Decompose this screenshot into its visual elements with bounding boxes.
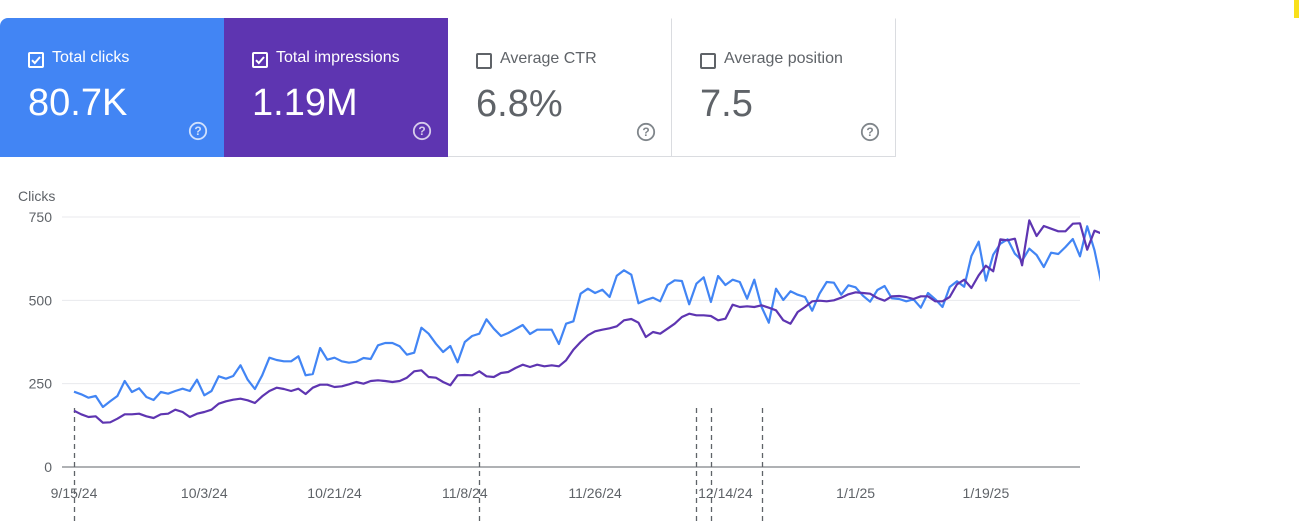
- card-label: Total impressions: [276, 49, 400, 66]
- card-label: Average CTR: [500, 50, 597, 67]
- total-clicks-card[interactable]: Total clicks 80.7K ?: [0, 18, 224, 157]
- series-line-total-impressions: [73, 219, 1100, 424]
- svg-text:?: ?: [418, 124, 425, 138]
- help-circle-icon[interactable]: ?: [188, 121, 208, 141]
- x-tick-label: 1/19/25: [963, 485, 1010, 501]
- y-tick-label: 250: [29, 376, 53, 392]
- checkbox-checked-icon[interactable]: [252, 52, 268, 68]
- help-circle-icon[interactable]: ?: [412, 121, 432, 141]
- help-circle-icon[interactable]: ?: [860, 122, 880, 142]
- y-tick-label: 750: [29, 209, 53, 225]
- svg-text:?: ?: [642, 125, 649, 139]
- y-axis-label: Clicks: [18, 188, 55, 204]
- total-impressions-card[interactable]: Total impressions 1.19M ?: [224, 18, 448, 157]
- series-line-total-clicks: [73, 225, 1100, 409]
- card-value: 6.8%: [476, 83, 563, 125]
- x-tick-label: 11/8/24: [442, 485, 488, 501]
- checkbox-unchecked-icon[interactable]: [700, 53, 716, 69]
- x-tick-label: 9/15/24: [51, 485, 98, 501]
- svg-text:?: ?: [866, 125, 873, 139]
- card-label: Average position: [724, 50, 843, 67]
- x-tick-label: 12/14/24: [698, 485, 753, 501]
- x-tick-label: 10/21/24: [307, 485, 362, 501]
- metric-cards: Total clicks 80.7K ? Total impressions 1…: [0, 18, 898, 157]
- x-tick-label: 10/3/24: [181, 485, 228, 501]
- average-position-card[interactable]: Average position 7.5 ?: [672, 18, 896, 157]
- performance-chart[interactable]: Clicks 0 250 500 750 9/15/24 10/3/24 10/21/24 11…: [0, 180, 1100, 524]
- y-tick-label: 0: [44, 459, 52, 475]
- svg-text:?: ?: [194, 124, 201, 138]
- card-value: 1.19M: [252, 82, 358, 124]
- x-tick-label: 1/1/25: [836, 485, 875, 501]
- card-label: Total clicks: [52, 49, 130, 66]
- y-tick-label: 500: [29, 292, 53, 308]
- average-ctr-card[interactable]: Average CTR 6.8% ?: [448, 18, 672, 157]
- checkbox-unchecked-icon[interactable]: [476, 53, 492, 69]
- help-circle-icon[interactable]: ?: [636, 122, 656, 142]
- card-value: 7.5: [700, 83, 753, 125]
- checkbox-checked-icon[interactable]: [28, 52, 44, 68]
- x-tick-label: 11/26/24: [568, 485, 622, 501]
- top-marker: [1294, 0, 1299, 18]
- card-value: 80.7K: [28, 82, 128, 124]
